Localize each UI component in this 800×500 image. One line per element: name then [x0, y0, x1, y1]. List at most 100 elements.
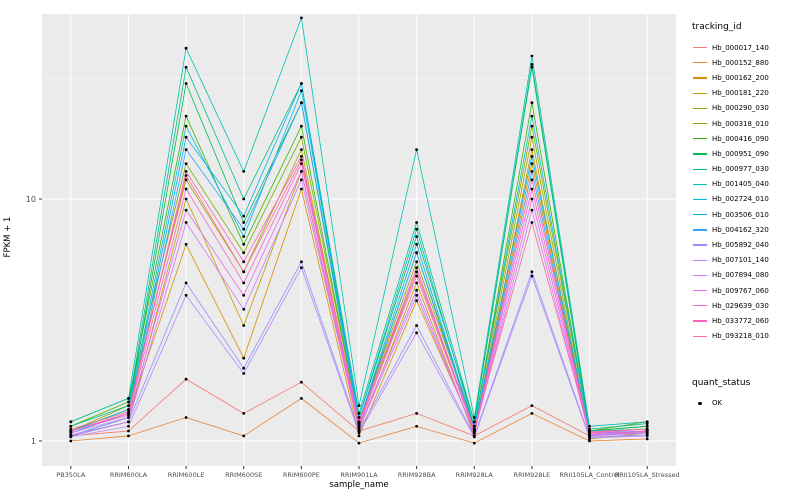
data-point [530, 412, 534, 415]
data-point [415, 260, 418, 264]
data-point [645, 434, 649, 438]
data-point [530, 208, 534, 212]
data-point [645, 427, 649, 431]
data-point [472, 420, 476, 424]
data-point [184, 46, 188, 50]
legend-item-label: Hb_093218_010 [712, 332, 769, 341]
line-key-icon [692, 314, 708, 327]
axis-ticks [39, 198, 648, 469]
legend-item-label: Hb_001405_040 [712, 180, 769, 189]
data-point [300, 135, 303, 139]
y-tick-label: 1 [31, 437, 36, 446]
data-point [300, 155, 303, 158]
legend-item: Hb_000318_010 [690, 116, 800, 131]
legend-item-label: Hb_000181_220 [712, 89, 769, 98]
legend-item: Hb_000152_880 [690, 55, 800, 70]
data-point [530, 187, 534, 191]
data-point [415, 235, 418, 238]
data-point [530, 178, 534, 182]
data-point [530, 101, 534, 105]
data-point [645, 420, 649, 424]
data-point [357, 416, 361, 419]
line-key-icon [692, 239, 708, 252]
data-point [242, 281, 246, 285]
data-point [184, 124, 188, 128]
legend-item-label: Hb_000152_880 [712, 58, 769, 67]
legend-item-label: OK [712, 399, 723, 408]
data-point [415, 242, 418, 246]
data-point [300, 158, 303, 162]
legend-item: Hb_093218_010 [690, 329, 800, 344]
data-point [184, 170, 188, 173]
data-point [184, 293, 188, 297]
legend-item: Hb_002724_010 [690, 192, 800, 207]
legend-item-list: Hb_000017_140 Hb_000152_880 Hb_000162_200 H… [690, 40, 800, 344]
data-point [184, 65, 188, 69]
data-point [184, 242, 188, 246]
x-tick-label: RRIM600PE [283, 471, 320, 479]
data-point [415, 270, 418, 274]
data-point [588, 430, 591, 434]
data-point [530, 65, 534, 69]
legend-item-label: Hb_007894_080 [712, 271, 769, 280]
x-tick-label: PB350LA [56, 471, 86, 479]
data-point [242, 293, 246, 297]
data-point [357, 431, 361, 435]
data-point [184, 208, 188, 212]
data-point [645, 437, 649, 441]
data-point [472, 435, 476, 439]
data-point [300, 397, 303, 400]
data-point [184, 114, 188, 118]
x-tick-label: RRIM928LA [456, 471, 494, 479]
y-tick-labels: 1 10 [26, 195, 36, 446]
legend-item: Hb_000977_030 [690, 162, 800, 177]
data-point [184, 416, 188, 419]
data-point [357, 412, 361, 415]
data-point [127, 408, 130, 411]
legend-item-label: Hb_000416_090 [712, 134, 769, 143]
legend-title-tracking-id: tracking_id [692, 22, 742, 32]
data-point [300, 187, 303, 191]
legend-item-label: Hb_000318_010 [712, 119, 769, 128]
line-key-icon [692, 254, 708, 267]
line-key-icon [692, 147, 708, 160]
data-point [184, 174, 188, 177]
legend-item-label: Hb_000162_200 [712, 73, 769, 82]
data-point [184, 197, 188, 201]
data-point [242, 221, 246, 224]
data-point [530, 155, 534, 158]
legend-item-label: Hb_000290_030 [712, 104, 769, 113]
x-tick-label: RRIM600SE [225, 471, 262, 479]
data-point [184, 178, 188, 182]
x-axis-title: sample_name [329, 480, 389, 490]
data-point [242, 214, 246, 218]
legend-item-label: Hb_005892_040 [712, 241, 769, 250]
data-point [242, 270, 246, 274]
data-point [127, 410, 130, 414]
data-point [127, 397, 130, 400]
legend-item: Hb_007894_080 [690, 268, 800, 283]
plot-panel: 1 10 PB350LA RRIM600LA RRIM600LE RRIM600SE RRI… [26, 14, 680, 479]
data-point [300, 82, 303, 85]
x-tick-label: RRIM600LE [168, 471, 205, 479]
data-point [242, 434, 246, 438]
data-point [184, 221, 188, 224]
data-point [530, 404, 534, 407]
y-axis-title: FPKM + 1 [3, 216, 13, 258]
data-point [242, 170, 246, 173]
y-tick-label: 10 [26, 195, 36, 204]
data-point [530, 274, 534, 278]
legend-item: Hb_005892_040 [690, 237, 800, 252]
line-key-icon [692, 284, 708, 297]
data-point [357, 404, 361, 407]
data-point [300, 124, 303, 128]
line-key-icon [692, 132, 708, 145]
legend-item: Hb_000416_090 [690, 131, 800, 146]
data-point [184, 82, 188, 85]
legend-item-label: Hb_033772_060 [712, 316, 769, 325]
data-point [242, 235, 246, 238]
data-point [300, 266, 303, 270]
data-point [242, 324, 246, 327]
line-key-icon [692, 117, 708, 130]
data-point [300, 162, 303, 166]
